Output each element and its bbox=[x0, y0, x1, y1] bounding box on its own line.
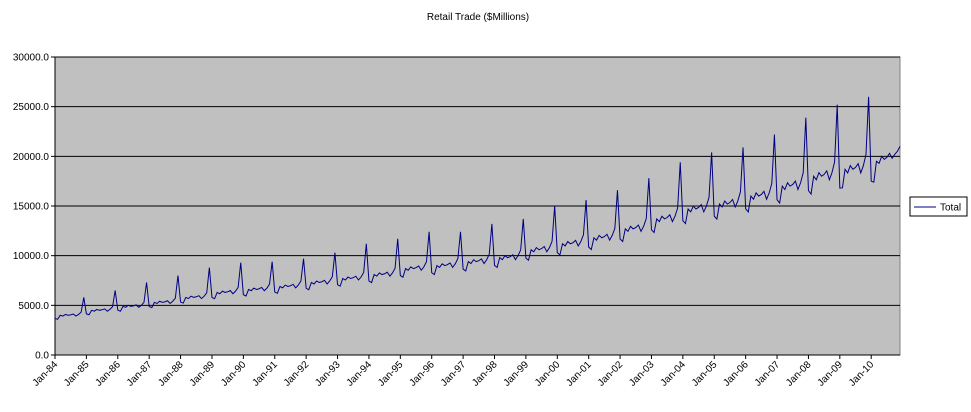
x-tick-label: Jan-07 bbox=[753, 359, 783, 389]
x-tick-label: Jan-02 bbox=[596, 359, 626, 389]
x-tick-label: Jan-88 bbox=[156, 359, 186, 389]
y-tick-label: 0.0 bbox=[35, 351, 49, 362]
x-tick-label: Jan-99 bbox=[502, 359, 532, 389]
y-tick-label: 15000.0 bbox=[13, 202, 50, 213]
legend-label: Total bbox=[940, 203, 961, 214]
x-tick-label: Jan-85 bbox=[62, 359, 92, 389]
y-tick-label: 5000.0 bbox=[18, 301, 49, 312]
x-tick-label: Jan-89 bbox=[188, 359, 218, 389]
legend-box bbox=[909, 196, 968, 217]
x-tick-label: Jan-86 bbox=[94, 359, 124, 389]
x-tick-label: Jan-93 bbox=[313, 359, 343, 389]
x-tick-label: Jan-09 bbox=[816, 359, 846, 389]
x-tick-label: Jan-98 bbox=[470, 359, 500, 389]
x-tick-label: Jan-05 bbox=[690, 359, 720, 389]
x-tick-label: Jan-87 bbox=[125, 359, 155, 389]
x-tick-label: Jan-96 bbox=[407, 359, 437, 389]
y-tick-label: 10000.0 bbox=[13, 251, 50, 262]
x-tick-label: Jan-91 bbox=[250, 359, 280, 389]
x-tick-label: Jan-95 bbox=[376, 359, 406, 389]
x-tick-label: Jan-06 bbox=[721, 359, 751, 389]
x-tick-label: Jan-97 bbox=[439, 359, 469, 389]
series-line bbox=[54, 96, 901, 320]
x-tick-label: Jan-08 bbox=[784, 359, 814, 389]
x-tick-label: Jan-84 bbox=[31, 359, 61, 389]
x-tick-label: Jan-94 bbox=[345, 359, 375, 389]
x-tick-label: Jan-03 bbox=[627, 359, 657, 389]
y-tick-label: 20000.0 bbox=[13, 152, 50, 163]
chart-title: Retail Trade ($Millions) bbox=[427, 12, 529, 23]
x-tick-label: Jan-92 bbox=[282, 359, 312, 389]
y-tick-label: 30000.0 bbox=[13, 53, 50, 64]
x-tick-label: Jan-90 bbox=[219, 359, 249, 389]
x-tick-label: Jan-00 bbox=[533, 359, 563, 389]
x-tick-label: Jan-04 bbox=[659, 359, 689, 389]
x-tick-label: Jan-01 bbox=[564, 359, 594, 389]
x-tick-label: Jan-10 bbox=[847, 359, 877, 389]
y-tick-label: 25000.0 bbox=[13, 102, 50, 113]
